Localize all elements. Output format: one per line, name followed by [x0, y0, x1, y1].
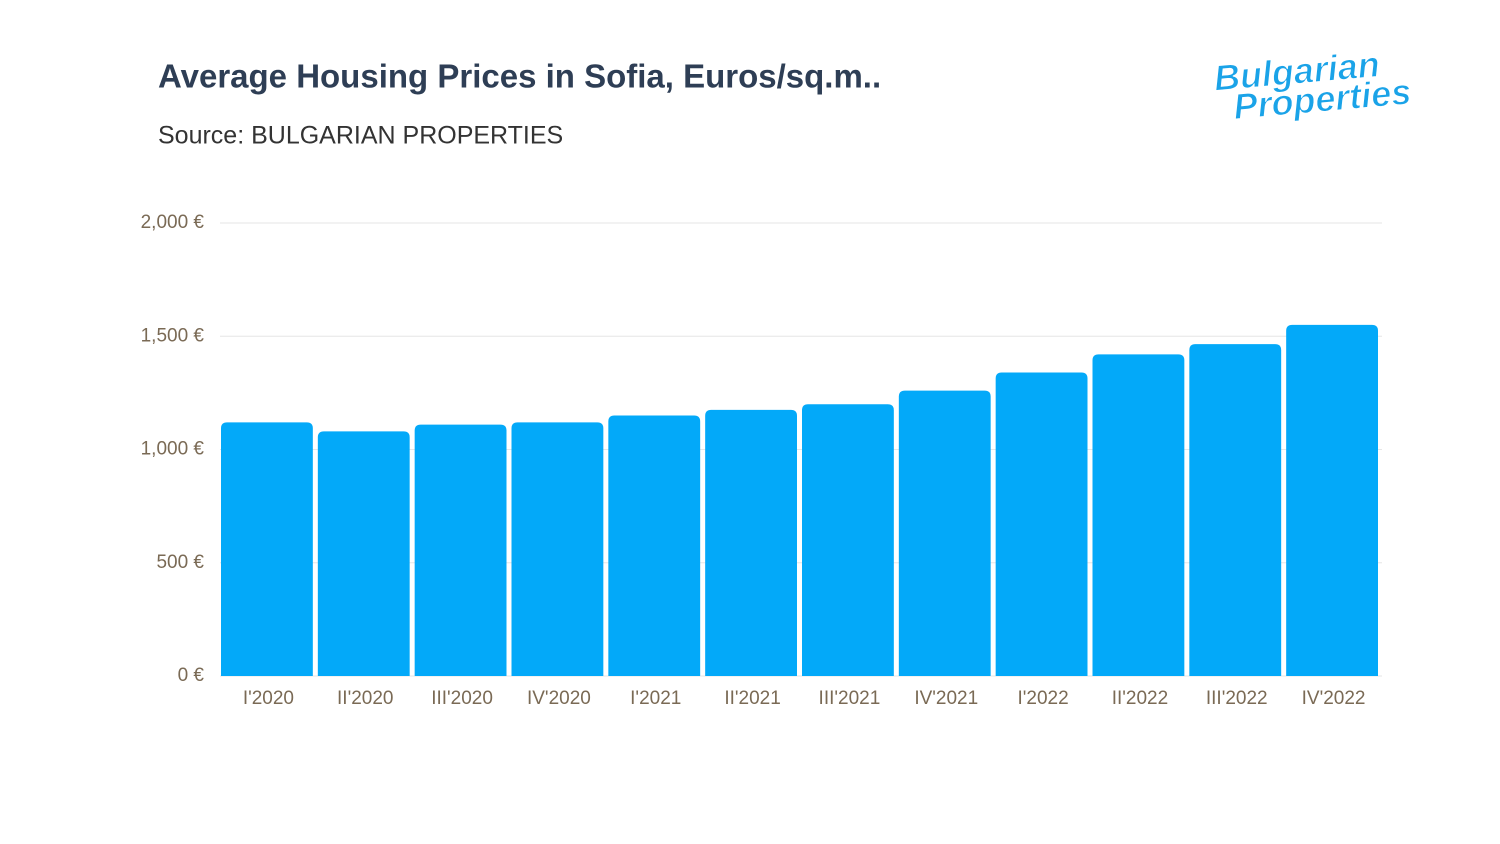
logo: Bulgarian Properties [1212, 43, 1414, 128]
bar [511, 422, 604, 676]
x-tick-label: III'2021 [819, 688, 881, 709]
y-tick-label: 500 € [156, 552, 204, 573]
x-tick-label: IV'2022 [1302, 688, 1366, 709]
chart-subtitle: Source: BULGARIAN PROPERTIES [158, 122, 563, 150]
x-tick-label: III'2020 [431, 688, 493, 709]
bar [608, 415, 701, 676]
y-tick-label: 1,500 € [141, 325, 205, 346]
bar [802, 404, 894, 676]
bar [1092, 354, 1185, 676]
bar [1189, 344, 1282, 676]
bar [1286, 324, 1378, 676]
bar [995, 372, 1088, 676]
x-tick-label: III'2022 [1206, 688, 1268, 709]
x-tick-label: I'2020 [243, 688, 294, 709]
chart-title: Average Housing Prices in Sofia, Euros/s… [158, 58, 881, 95]
bar [898, 390, 991, 676]
x-tick-label: II'2021 [724, 688, 780, 709]
bar [705, 409, 797, 676]
x-tick-label: I'2022 [1017, 688, 1068, 709]
bar [317, 431, 410, 676]
y-tick-label: 2,000 € [141, 212, 205, 233]
x-tick-label: II'2022 [1112, 688, 1168, 709]
x-tick-label: IV'2020 [527, 688, 591, 709]
x-tick-label: IV'2021 [914, 688, 978, 709]
x-tick-label: I'2021 [630, 688, 681, 709]
y-tick-label: 1,000 € [141, 439, 205, 460]
bar [414, 424, 507, 676]
y-tick-label: 0 € [178, 665, 205, 686]
bar [221, 422, 313, 676]
x-tick-label: II'2020 [337, 688, 393, 709]
